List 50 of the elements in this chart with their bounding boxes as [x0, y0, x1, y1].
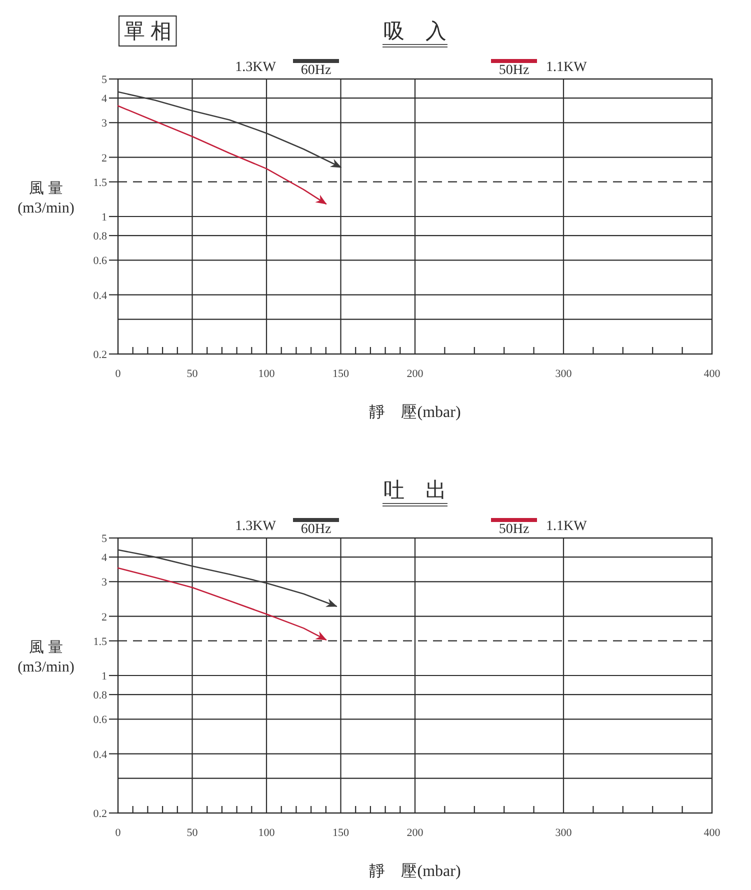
y-tick-label: 3: [102, 576, 107, 589]
y-tick-label: 3: [102, 118, 107, 130]
y-tick-label: 5: [102, 74, 107, 86]
y-tick-label: 0.8: [93, 230, 107, 243]
x-tick-label: 400: [704, 827, 720, 839]
chart-subtitle: 單 相: [124, 19, 172, 43]
y-tick-label: 5: [102, 533, 107, 545]
y-tick-label: 2: [102, 152, 107, 164]
legend-label: 50Hz: [498, 522, 530, 537]
y-tick-label: 0.4: [93, 748, 107, 761]
x-tick-label: 150: [332, 368, 349, 380]
chart-subtitle: 單 相: [118, 16, 177, 46]
legend-label: 60Hz: [300, 522, 332, 537]
chart-title: 吸 入: [384, 19, 446, 43]
x-tick-label: 400: [704, 368, 720, 380]
y-tick-label: 1.5: [93, 176, 107, 189]
legend-label: 60Hz: [300, 63, 332, 78]
chart-title: 吐 出: [384, 478, 446, 502]
x-tick-label: 150: [332, 827, 349, 839]
y-tick-label: 4: [102, 552, 107, 564]
y-axis-title: 風 量 (m3/min): [18, 640, 74, 676]
power-label: 1.3KW: [235, 60, 276, 75]
x-tick-label: 300: [555, 827, 572, 839]
y-tick-label: 2: [102, 611, 107, 624]
x-tick-label: 200: [406, 827, 424, 839]
y-tick-label: 0.6: [93, 255, 107, 268]
x-axis-title: 靜 壓(mbar): [369, 404, 461, 421]
x-axis-title: 靜 壓(mbar): [369, 863, 461, 880]
x-tick-label: 0: [115, 827, 121, 839]
y-tick-label: 0.2: [93, 349, 107, 361]
y-axis-title: 風 量 (m3/min): [18, 181, 74, 216]
x-tick-label: 100: [258, 827, 275, 839]
y-tick-label: 0.8: [93, 690, 107, 702]
y-tick-label: 1: [102, 670, 107, 682]
y-tick-label: 1.5: [93, 636, 107, 648]
x-tick-label: 50: [186, 368, 198, 380]
y-tick-label: 0.2: [93, 808, 107, 820]
y-tick-label: 4: [102, 93, 107, 106]
x-tick-label: 100: [258, 368, 275, 380]
x-tick-label: 200: [406, 368, 424, 380]
power-label: 1.3KW: [235, 519, 276, 534]
legend-label: 50Hz: [498, 63, 530, 78]
y-tick-label: 1: [102, 212, 107, 224]
x-tick-label: 300: [555, 368, 572, 380]
x-tick-label: 0: [115, 368, 121, 380]
power-label: 1.1KW: [546, 60, 587, 75]
y-tick-label: 0.4: [93, 290, 107, 302]
y-tick-label: 0.6: [93, 714, 107, 726]
x-tick-label: 50: [186, 827, 198, 839]
power-label: 1.1KW: [546, 519, 587, 534]
